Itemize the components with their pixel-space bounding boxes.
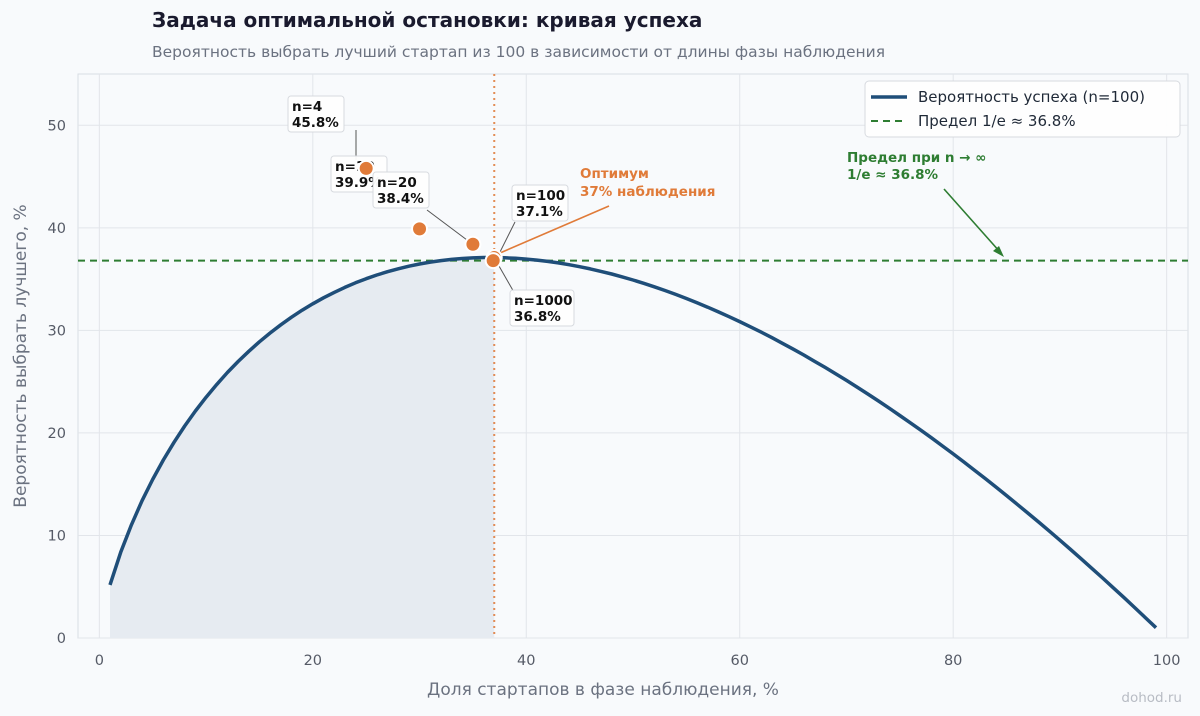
point-value-label: 36.8% [514,309,561,325]
legend-label-curve: Вероятность успеха (n=100) [918,88,1145,106]
label-box [372,171,430,209]
y-tick-label: 40 [48,221,66,237]
x-axis-label: Доля стартапов в фазе наблюдения, % [427,680,779,700]
label-box [511,184,569,222]
chart-subtitle: Вероятность выбрать лучший стартап из 10… [152,43,886,61]
x-tick-label: 100 [1153,653,1181,669]
optimum-label: Оптимум [580,166,649,182]
point-label: n=20 [377,175,417,191]
optimum-sublabel: 37% наблюдения [580,184,715,200]
optimum-arrow [499,205,610,254]
y-tick-label: 10 [48,528,66,544]
point-value-label: 45.8% [292,115,339,131]
y-tick-label: 20 [48,426,66,442]
legend-box [864,80,1181,138]
observation-phase-area [110,257,495,638]
label-box [509,289,575,327]
y-axis-label: Вероятность выбрать лучшего, % [11,204,31,507]
y-tick-label: 30 [48,323,66,339]
point-label: n=1000 [514,293,573,309]
limit-annotation: Предел при n → ∞1/e ≈ 36.8% [847,150,1004,257]
points [357,159,503,270]
x-tick-label: 40 [517,653,535,669]
point-value-label: 37.1% [516,204,563,220]
success-curve [108,255,1158,629]
axes: 0 20 40 60 80 100 0 10 20 30 40 50 Доля стартапов в … [11,118,1180,700]
x-tick-label: 60 [731,653,749,669]
leader-line [426,209,468,241]
legend[interactable]: Вероятность успеха (n=100) Предел 1/e ≈ 3… [864,80,1181,138]
label-box [287,95,345,133]
legend-label-limit: Предел 1/e ≈ 36.8% [918,112,1076,130]
limit-sublabel: 1/e ≈ 36.8% [847,167,938,183]
limit-arrowhead [993,246,1004,257]
optimum-annotation: Оптимум 37% наблюдения [499,166,715,254]
chart-title: Задача оптимальной остановки: кривая усп… [152,8,703,32]
data-point [411,220,429,238]
limit-label: Предел при n → ∞ [847,150,986,166]
point-value-label: 38.4% [377,191,424,207]
leader-line [499,221,516,253]
y-tick-label: 0 [57,631,66,647]
limit-arrow [943,188,1001,253]
point-value-label: 39.9% [335,175,382,191]
y-tick-label: 50 [48,118,66,134]
x-tick-label: 20 [304,653,322,669]
watermark: dohod.ru [1121,690,1182,706]
x-tick-label: 0 [95,653,104,669]
data-point [484,252,502,270]
leader-line [498,265,516,295]
x-tick-label: 80 [944,653,962,669]
data-point [464,235,482,253]
data-point [357,159,375,177]
point-annotation: n=445.8% [287,95,357,160]
reference-lines [78,74,1188,638]
point-label: n=4 [292,99,322,115]
shaded-area [110,257,495,638]
point-label: n=100 [516,188,565,204]
success-curve-line [108,255,1158,629]
